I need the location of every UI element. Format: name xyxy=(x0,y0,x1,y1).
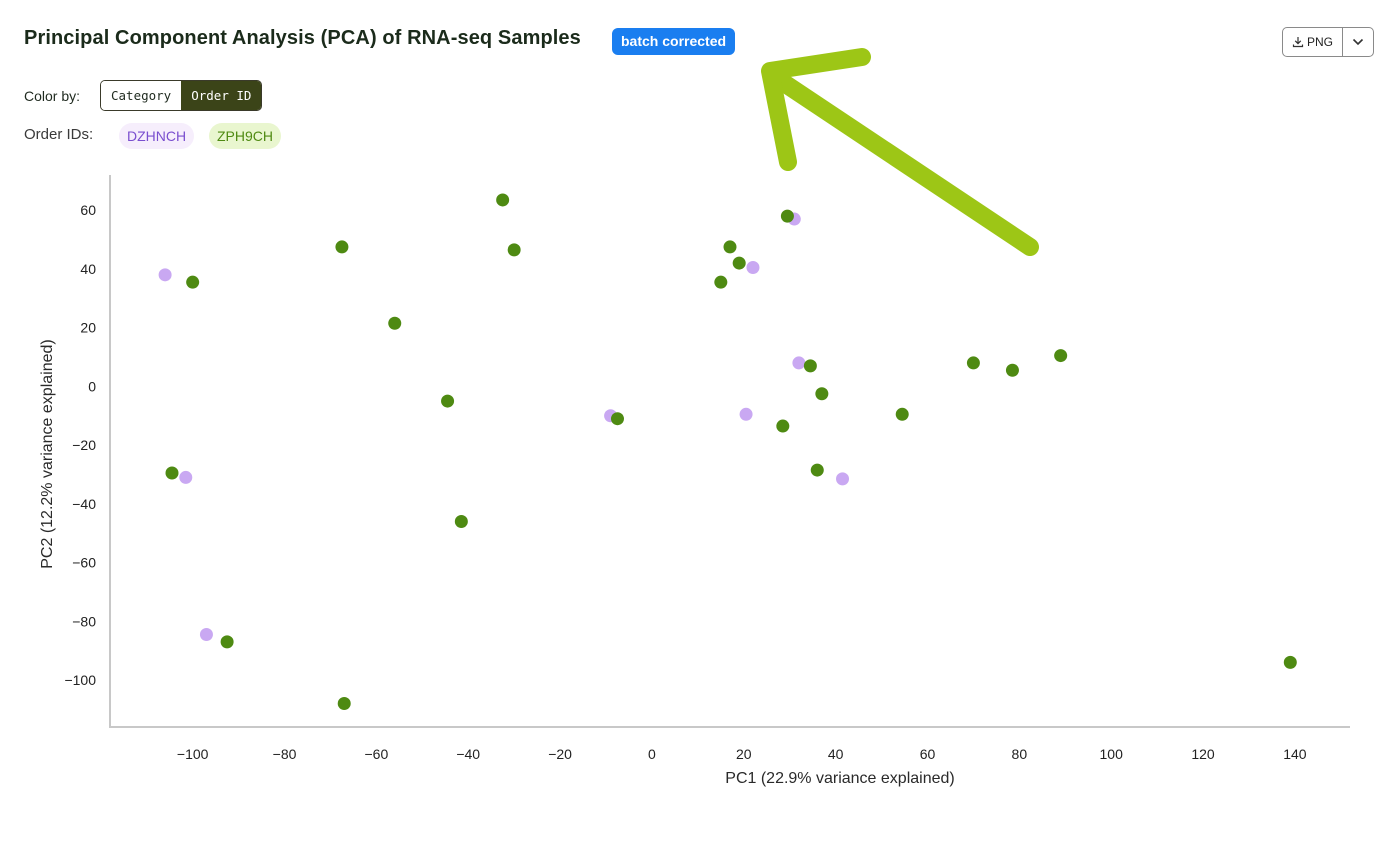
y-tick-label: −100 xyxy=(64,672,96,688)
annotation-arrow-shaft xyxy=(766,68,1039,256)
annotation-arrow-head xyxy=(761,48,871,171)
data-point-zph9ch xyxy=(803,359,817,373)
y-tick-label: −20 xyxy=(72,437,96,453)
order-id-chip-dzhnch[interactable]: DZHNCH xyxy=(119,123,195,149)
annotation-layer xyxy=(761,48,1039,256)
y-tick-label: 20 xyxy=(80,320,96,336)
y-tick-label: −80 xyxy=(72,613,96,629)
export-png-label: PNG xyxy=(1306,35,1333,49)
y-tick-label: −40 xyxy=(72,496,96,512)
x-tick-label: 40 xyxy=(828,746,844,762)
data-point-dzhnch xyxy=(158,268,172,282)
data-point-dzhnch xyxy=(836,472,850,486)
x-tick-label: −20 xyxy=(548,746,572,762)
x-tick-label: −80 xyxy=(273,746,297,762)
order-id-chip-zph9ch[interactable]: ZPH9CH xyxy=(209,123,282,149)
data-point-zph9ch xyxy=(454,514,468,528)
x-tick-label: 120 xyxy=(1191,746,1215,762)
data-point-zph9ch xyxy=(1283,655,1297,669)
data-point-zph9ch xyxy=(1054,349,1068,363)
x-axis-label: PC1 (22.9% variance explained) xyxy=(725,770,954,787)
chart-points xyxy=(158,193,1297,711)
y-axis-label: PC2 (12.2% variance explained) xyxy=(39,339,56,568)
x-tick-label: −40 xyxy=(456,746,480,762)
y-tick-label: 40 xyxy=(80,261,96,277)
x-tick-label: −100 xyxy=(177,746,209,762)
data-point-zph9ch xyxy=(776,419,790,433)
data-point-zph9ch xyxy=(1005,363,1019,377)
data-point-zph9ch xyxy=(780,209,794,223)
data-point-zph9ch xyxy=(966,356,980,370)
data-point-zph9ch xyxy=(815,387,829,401)
x-tick-label: 20 xyxy=(736,746,752,762)
x-tick-label: 0 xyxy=(648,746,656,762)
data-point-zph9ch xyxy=(496,193,510,207)
order-ids-label: Order IDs: xyxy=(24,126,94,143)
batch-corrected-badge: batch corrected xyxy=(612,28,736,55)
data-point-zph9ch xyxy=(165,466,179,480)
x-tick-label: 100 xyxy=(1100,746,1124,762)
y-tick-label: −60 xyxy=(72,555,96,571)
x-tick-label: 140 xyxy=(1283,746,1307,762)
data-point-zph9ch xyxy=(388,316,402,330)
data-point-zph9ch xyxy=(337,697,351,711)
data-point-zph9ch xyxy=(441,394,455,408)
chart-axes: −100 −80 −60 −40 −20 0 20 40 60 80 100 120 140 60 40 20… xyxy=(39,175,1350,787)
data-point-dzhnch xyxy=(179,470,193,484)
page-title: Principal Component Analysis (PCA) of RN… xyxy=(24,27,581,49)
data-point-zph9ch xyxy=(610,412,624,426)
export-button-group: PNG xyxy=(1282,27,1374,57)
data-point-zph9ch xyxy=(895,407,909,421)
color-by-label: Color by: xyxy=(24,88,81,104)
x-tick-label: −60 xyxy=(364,746,388,762)
export-dropdown-button[interactable] xyxy=(1343,28,1373,56)
color-by-toggle: Category Order ID xyxy=(100,80,263,111)
data-point-dzhnch xyxy=(746,260,760,274)
data-point-dzhnch xyxy=(199,628,213,642)
color-by-order-id-option[interactable]: Order ID xyxy=(181,81,262,110)
export-png-button[interactable]: PNG xyxy=(1283,28,1343,56)
data-point-dzhnch xyxy=(739,407,753,421)
data-point-dzhnch xyxy=(792,356,806,370)
download-icon xyxy=(1292,37,1304,48)
y-tick-label: 0 xyxy=(88,378,96,394)
data-point-zph9ch xyxy=(220,635,234,649)
data-point-zph9ch xyxy=(732,256,746,270)
data-point-zph9ch xyxy=(186,275,200,289)
data-point-zph9ch xyxy=(723,240,737,254)
chevron-down-icon xyxy=(1352,38,1364,46)
y-tick-label: 60 xyxy=(80,202,96,218)
data-point-zph9ch xyxy=(507,243,521,257)
data-point-zph9ch xyxy=(714,275,728,289)
color-by-category-option[interactable]: Category xyxy=(101,81,182,110)
x-tick-label: 60 xyxy=(920,746,936,762)
x-tick-label: 80 xyxy=(1012,746,1028,762)
data-point-zph9ch xyxy=(335,240,349,254)
data-point-zph9ch xyxy=(810,463,824,477)
